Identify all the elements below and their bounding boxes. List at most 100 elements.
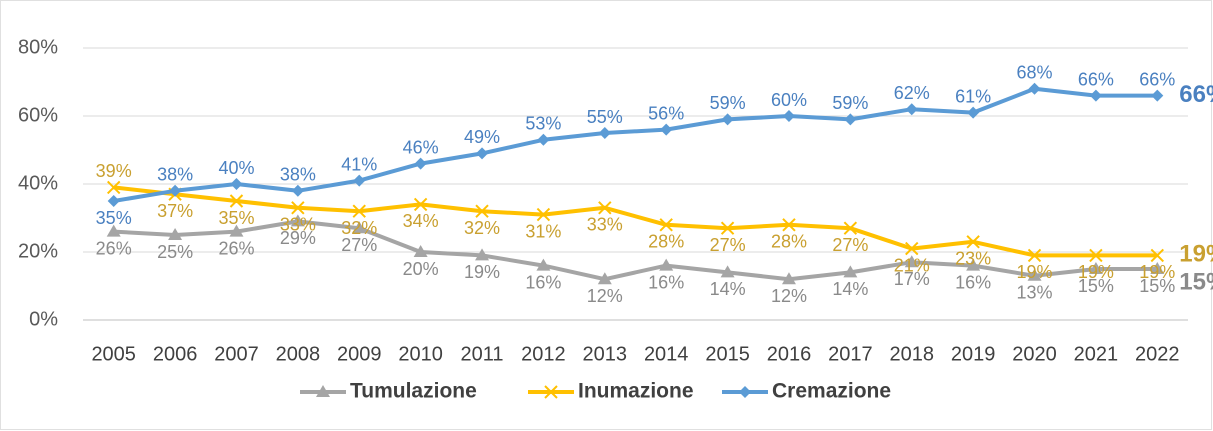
- data-label: 29%: [280, 228, 316, 248]
- data-point: [1028, 82, 1041, 95]
- x-tick-label: 2008: [276, 343, 321, 365]
- data-point: [106, 180, 121, 195]
- data-point: [598, 201, 612, 215]
- data-point: [904, 255, 919, 268]
- x-tick-label: 2016: [767, 343, 812, 365]
- data-label: 38%: [157, 165, 193, 185]
- data-point: [660, 123, 673, 136]
- x-tick-label: 2009: [337, 343, 382, 365]
- x-tick-label: 2019: [951, 343, 996, 365]
- data-label: 27%: [341, 235, 377, 255]
- data-label: 28%: [771, 232, 807, 252]
- x-tick-label: 2007: [214, 343, 259, 365]
- data-label: 34%: [403, 211, 439, 231]
- data-label: 66%: [1139, 69, 1175, 89]
- data-point: [352, 221, 367, 234]
- data-label: 62%: [894, 83, 930, 103]
- x-tick-label: 2022: [1135, 343, 1180, 365]
- data-label: 14%: [832, 279, 868, 299]
- x-tick-label: 2017: [828, 343, 873, 365]
- data-point: [352, 204, 366, 218]
- data-label: 60%: [771, 90, 807, 110]
- data-label: 41%: [341, 154, 377, 174]
- series-line: [113, 185, 1158, 258]
- data-label: 23%: [955, 249, 991, 269]
- data-label: 32%: [464, 218, 500, 238]
- data-point: [291, 184, 304, 197]
- data-label: 66%: [1078, 69, 1114, 89]
- data-point: [475, 248, 490, 261]
- data-label: 16%: [955, 272, 991, 292]
- data-label: 32%: [341, 218, 377, 238]
- data-label: 27%: [832, 235, 868, 255]
- data-label: 26%: [96, 238, 132, 258]
- data-point: [843, 265, 858, 278]
- data-point: [169, 184, 182, 197]
- data-point: [107, 195, 120, 207]
- data-label: 26%: [218, 238, 254, 258]
- data-point: [967, 106, 980, 119]
- data-point: [1027, 248, 1042, 263]
- data-label: 19%: [1017, 262, 1053, 282]
- data-label: 59%: [710, 93, 746, 113]
- x-tick-label: 2006: [153, 343, 198, 365]
- data-label: 35%: [218, 208, 254, 228]
- data-point: [476, 147, 489, 160]
- x-tick-label: 2013: [583, 343, 628, 365]
- data-point: [1088, 262, 1103, 274]
- data-point: [353, 174, 366, 187]
- data-point: [475, 204, 489, 218]
- data-point: [844, 113, 857, 126]
- data-label: 25%: [157, 242, 193, 262]
- data-point: [598, 127, 611, 139]
- data-point: [290, 214, 305, 227]
- data-point: [966, 235, 980, 249]
- data-label: 19%: [1078, 262, 1114, 282]
- legend-label: Cremazione: [772, 380, 891, 403]
- y-tick-label: 0%: [29, 308, 58, 330]
- data-label: 15%: [1139, 276, 1175, 296]
- data-label: 33%: [280, 215, 316, 235]
- data-label: 46%: [403, 137, 439, 157]
- end-label: 66%: [1179, 81, 1213, 108]
- data-label: 39%: [96, 161, 132, 181]
- data-label: 12%: [587, 286, 623, 306]
- data-label: 55%: [587, 107, 623, 127]
- data-label: 16%: [525, 272, 561, 292]
- x-tick-label: 2012: [521, 343, 566, 365]
- data-label: 12%: [771, 286, 807, 306]
- data-point: [106, 224, 121, 237]
- data-point: [229, 194, 244, 208]
- data-point: [1150, 248, 1165, 263]
- data-point: [291, 201, 305, 215]
- data-label: 28%: [648, 232, 684, 252]
- x-tick-label: 2021: [1074, 343, 1119, 365]
- data-point: [414, 157, 427, 170]
- data-point: [905, 103, 918, 116]
- x-tick-label: 2010: [398, 343, 443, 365]
- end-label: 19%: [1179, 241, 1213, 268]
- data-point: [536, 258, 551, 271]
- data-point: [843, 221, 858, 235]
- data-point: [1027, 268, 1042, 281]
- data-label: 13%: [1017, 283, 1053, 303]
- data-label: 68%: [1017, 63, 1053, 83]
- y-tick-label: 40%: [18, 172, 58, 194]
- data-label: 37%: [157, 201, 193, 221]
- data-label: 17%: [894, 269, 930, 289]
- legend-label: Inumazione: [578, 380, 694, 403]
- data-label: 19%: [464, 262, 500, 282]
- data-label: 40%: [218, 158, 254, 178]
- data-point: [905, 241, 919, 256]
- data-label: 14%: [710, 279, 746, 299]
- data-label: 49%: [464, 127, 500, 147]
- series-line: [113, 219, 1158, 282]
- data-point: [659, 258, 674, 271]
- data-label: 38%: [280, 165, 316, 185]
- data-point: [537, 133, 550, 146]
- data-label: 33%: [587, 215, 623, 235]
- data-label: 21%: [894, 255, 930, 275]
- data-point: [1089, 248, 1103, 263]
- data-label: 15%: [1078, 276, 1114, 296]
